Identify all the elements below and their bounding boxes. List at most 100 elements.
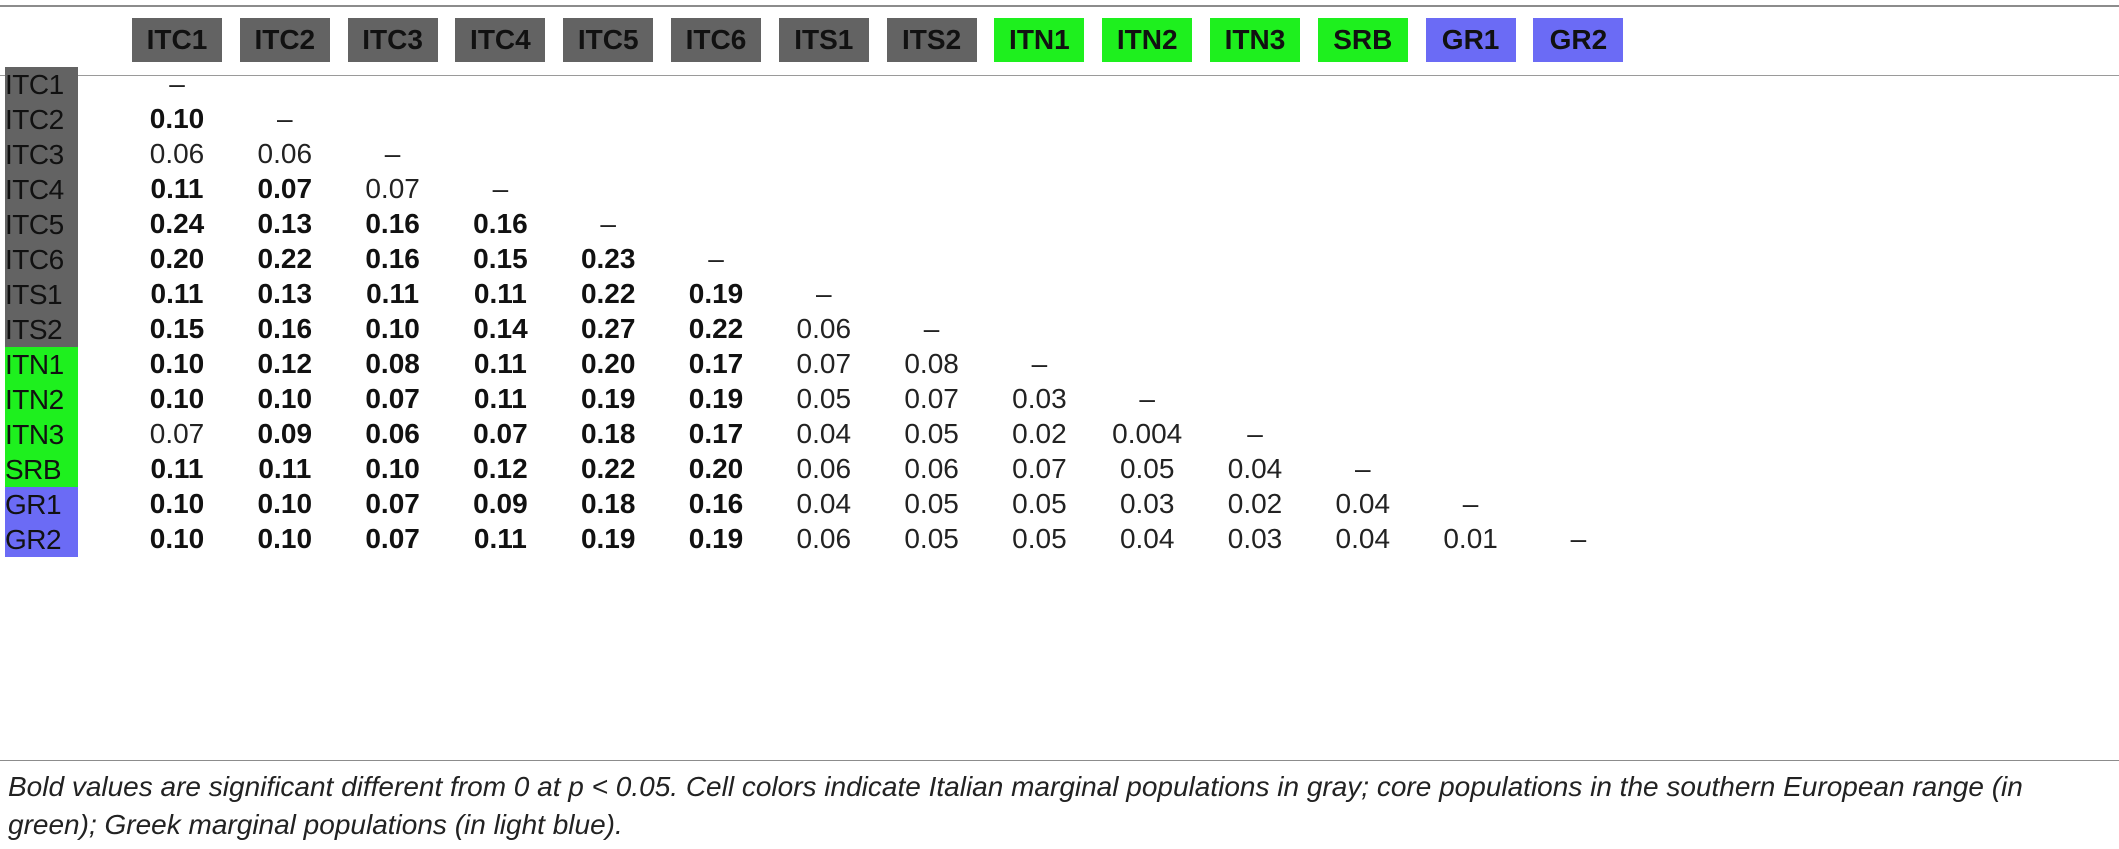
matrix-cell: 0.07 [796, 348, 852, 379]
matrix-cell: 0.02 [1012, 418, 1067, 449]
matrix-cell: 0.08 [365, 348, 420, 379]
matrix-cell: 0.11 [473, 348, 527, 379]
matrix-cell: 0.20 [580, 348, 636, 379]
matrix-cell: 0.13 [257, 208, 313, 239]
matrix-cell: 0.03 [1012, 383, 1067, 414]
matrix-cell: 0.07 [257, 173, 313, 204]
matrix-cell: 0.11 [473, 523, 527, 554]
matrix-cell: 0.07 [1012, 453, 1067, 484]
row-header-gr1: GR1 [5, 487, 78, 522]
matrix-cell: 0.10 [149, 523, 205, 554]
matrix-cell: 0.22 [257, 243, 313, 274]
matrix-cell: 0.05 [1012, 488, 1067, 519]
matrix-cell: 0.10 [149, 103, 205, 134]
column-header-its2: ITS2 [886, 18, 977, 62]
matrix-cell: 0.04 [1119, 523, 1175, 554]
matrix-cell: 0.22 [580, 453, 636, 484]
matrix-cell: 0.04 [796, 488, 852, 519]
matrix-cell: 0.10 [257, 383, 313, 414]
matrix-cell: 0.02 [1227, 488, 1283, 519]
matrix-cell: 0.05 [904, 523, 959, 554]
matrix-cell: 0.14 [473, 313, 528, 344]
matrix-cell: – [1031, 348, 1048, 379]
matrix-cell: 0.11 [150, 173, 204, 204]
table-footnote: Bold values are significant different fr… [8, 771, 2023, 840]
matrix-cell: 0.04 [796, 418, 852, 449]
matrix-cell: 0.12 [257, 348, 313, 379]
column-header-itn3: ITN3 [1210, 18, 1300, 62]
matrix-cell: 0.06 [257, 138, 313, 169]
matrix-cell: 0.10 [149, 348, 205, 379]
matrix-cell: 0.11 [473, 383, 527, 414]
table-bottom-rule [0, 760, 2119, 761]
matrix-cell: 0.07 [904, 383, 959, 414]
matrix-cell: 0.06 [904, 453, 959, 484]
matrix-cell: 0.27 [580, 313, 636, 344]
row-header-itn3: ITN3 [5, 417, 78, 452]
column-header-itc3: ITC3 [347, 18, 438, 62]
matrix-cell: – [708, 243, 724, 274]
row-header-its2: ITS2 [5, 312, 78, 347]
matrix-cell: 0.16 [365, 243, 420, 274]
column-header-itc1: ITC1 [132, 18, 222, 62]
column-header-itc4: ITC4 [455, 18, 546, 62]
matrix-cell: – [1462, 488, 1479, 519]
matrix-cell: 0.05 [1119, 453, 1175, 484]
matrix-cell: 0.06 [796, 313, 852, 344]
matrix-cell: – [169, 68, 185, 99]
matrix-cell: 0.19 [580, 523, 636, 554]
column-header-gr1: GR1 [1425, 18, 1516, 62]
matrix-cell: 0.22 [688, 313, 744, 344]
column-header-itc6: ITC6 [671, 18, 761, 62]
matrix-cell: 0.06 [796, 453, 852, 484]
matrix-cell: 0.18 [580, 418, 636, 449]
matrix-cell: – [600, 208, 616, 239]
matrix-cell: 0.16 [473, 208, 528, 239]
row-header-itn2: ITN2 [5, 382, 78, 417]
row-header-gr2: GR2 [5, 522, 78, 557]
matrix-cell: 0.17 [688, 348, 744, 379]
matrix-cell: – [277, 103, 293, 134]
matrix-cell: 0.07 [365, 488, 420, 519]
row-header-srb: SRB [5, 452, 78, 487]
matrix-cell: 0.19 [580, 383, 636, 414]
matrix-cell: 0.10 [365, 453, 420, 484]
matrix-cell: 0.05 [1012, 523, 1067, 554]
column-header-its1: ITS1 [778, 18, 869, 62]
row-header-itn1: ITN1 [5, 347, 78, 382]
row-header-itc1: ITC1 [5, 67, 78, 102]
matrix-cell: 0.06 [149, 138, 205, 169]
matrix-cell: 0.11 [150, 278, 204, 309]
matrix-cell: 0.16 [688, 488, 744, 519]
matrix-cell: – [1355, 453, 1371, 484]
matrix-cell: 0.18 [580, 488, 636, 519]
matrix-cell: 0.07 [365, 523, 420, 554]
matrix-cell: 0.11 [258, 453, 312, 484]
matrix-cell: – [1247, 418, 1263, 449]
matrix-cell: 0.24 [149, 208, 205, 239]
matrix-cell: 0.10 [149, 383, 205, 414]
matrix-cell: 0.06 [796, 523, 852, 554]
matrix-cell: 0.04 [1335, 523, 1391, 554]
matrix-cell: – [492, 173, 509, 204]
matrix-cell: 0.09 [473, 488, 528, 519]
matrix-cell: 0.10 [257, 488, 313, 519]
matrix-cell: 0.01 [1443, 523, 1498, 554]
matrix-cell: 0.10 [149, 488, 205, 519]
matrix-cell: 0.11 [366, 278, 420, 309]
matrix-cell: – [816, 278, 832, 309]
matrix-cell: 0.07 [149, 418, 205, 449]
column-header-gr2: GR2 [1533, 18, 1624, 62]
matrix-cell: 0.06 [365, 418, 420, 449]
matrix-cell: 0.19 [688, 523, 744, 554]
row-header-itc3: ITC3 [5, 137, 78, 172]
matrix-cell: 0.15 [149, 313, 205, 344]
matrix-cell: 0.004 [1112, 418, 1183, 449]
matrix-cell: 0.03 [1119, 488, 1175, 519]
matrix-cell: – [384, 138, 401, 169]
matrix-cell: 0.16 [365, 208, 420, 239]
matrix-cell: – [1139, 383, 1155, 414]
row-header-itc4: ITC4 [5, 172, 78, 207]
table-top-rule [0, 5, 2119, 7]
matrix-cell: 0.16 [257, 313, 313, 344]
